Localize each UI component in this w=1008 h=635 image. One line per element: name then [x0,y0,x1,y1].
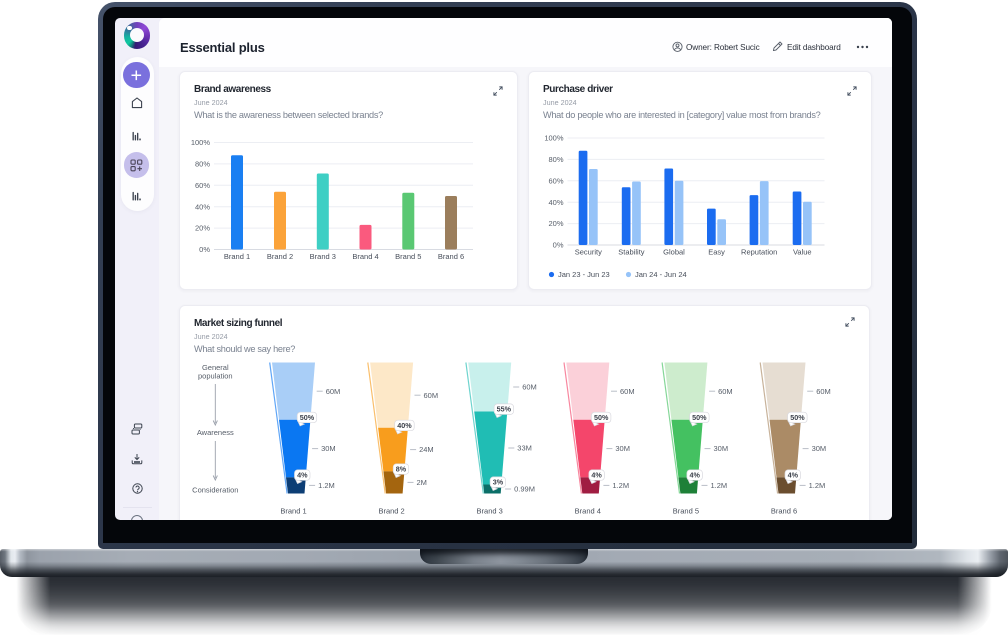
svg-text:Jan 23 - Jun 23: Jan 23 - Jun 23 [558,270,610,279]
svg-text:4%: 4% [591,470,602,479]
svg-text:Brand 4: Brand 4 [575,506,601,515]
svg-text:4%: 4% [297,470,308,479]
svg-text:Brand 6: Brand 6 [771,506,797,515]
svg-text:3%: 3% [493,477,504,486]
svg-text:30M: 30M [321,444,336,453]
svg-text:1.2M: 1.2M [612,481,629,490]
svg-text:Brand 4: Brand 4 [352,252,378,261]
svg-text:55%: 55% [497,404,512,413]
svg-text:Jan 24 - Jun 24: Jan 24 - Jun 24 [635,270,687,279]
svg-text:Owner: Robert Sucic: Owner: Robert Sucic [686,43,760,52]
svg-text:0%: 0% [553,240,564,249]
svg-text:33M: 33M [517,443,532,452]
svg-text:Stability: Stability [618,247,645,256]
svg-text:24M: 24M [419,445,434,454]
svg-text:1.2M: 1.2M [318,481,335,490]
svg-text:20%: 20% [195,223,210,232]
svg-text:Brand 1: Brand 1 [224,252,250,261]
svg-text:4%: 4% [788,470,799,479]
svg-text:80%: 80% [548,155,563,164]
svg-text:30M: 30M [714,444,729,453]
svg-text:Value: Value [793,247,812,256]
svg-text:100%: 100% [544,133,564,142]
svg-text:60M: 60M [424,390,439,399]
svg-text:30M: 30M [615,444,630,453]
svg-text:50%: 50% [594,412,609,421]
svg-text:Brand 6: Brand 6 [438,252,464,261]
svg-text:60M: 60M [522,382,537,391]
svg-text:2M: 2M [417,478,427,487]
svg-text:Easy: Easy [708,247,725,256]
svg-text:Brand 5: Brand 5 [395,252,421,261]
svg-text:Brand 2: Brand 2 [267,252,293,261]
svg-text:50%: 50% [300,412,315,421]
svg-text:20%: 20% [548,219,563,228]
svg-text:40%: 40% [548,197,563,206]
svg-text:0%: 0% [199,245,210,254]
svg-text:60%: 60% [548,176,563,185]
svg-text:60M: 60M [620,386,635,395]
svg-text:Security: Security [575,247,602,256]
svg-text:4%: 4% [690,470,701,479]
svg-text:60M: 60M [816,386,831,395]
svg-text:1.2M: 1.2M [711,481,728,490]
svg-text:Brand 5: Brand 5 [673,506,699,515]
svg-text:Global: Global [663,247,685,256]
svg-text:8%: 8% [396,464,407,473]
svg-text:Edit dashboard: Edit dashboard [787,43,841,52]
svg-text:population: population [198,371,233,380]
svg-text:Reputation: Reputation [741,247,777,256]
svg-text:30M: 30M [812,444,827,453]
svg-text:General: General [202,363,229,372]
svg-text:Brand 2: Brand 2 [378,506,404,515]
svg-text:50%: 50% [692,412,707,421]
svg-text:50%: 50% [790,412,805,421]
svg-text:60%: 60% [195,180,210,189]
svg-text:Awareness: Awareness [197,428,234,437]
svg-text:60M: 60M [326,386,341,395]
svg-text:40%: 40% [397,420,412,429]
svg-text:Brand 3: Brand 3 [477,506,503,515]
svg-text:Brand 3: Brand 3 [310,252,336,261]
svg-text:40%: 40% [195,202,210,211]
svg-text:60M: 60M [718,386,733,395]
svg-text:0.99M: 0.99M [514,484,535,493]
svg-text:1.2M: 1.2M [809,481,826,490]
svg-text:Consideration: Consideration [192,485,238,494]
svg-text:80%: 80% [195,159,210,168]
svg-text:Brand 1: Brand 1 [280,506,306,515]
svg-text:100%: 100% [191,138,211,147]
